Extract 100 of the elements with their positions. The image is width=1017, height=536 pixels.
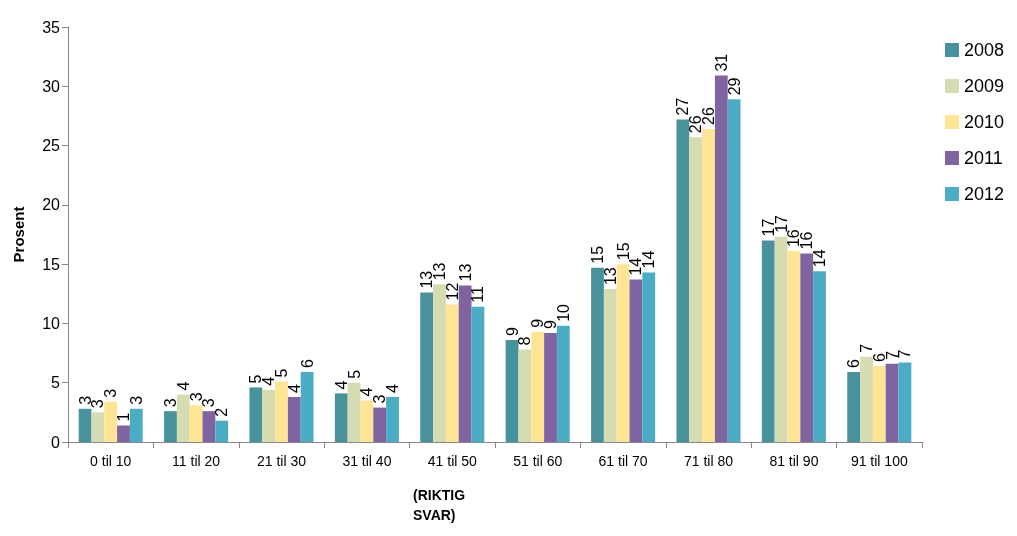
x-tick-label: 21 til 30 [256, 453, 307, 469]
data-label: 4 [174, 381, 192, 391]
x-tick-label: 71 til 80 [683, 453, 734, 469]
y-tick-label: 35 [42, 18, 61, 36]
data-label: 27 [674, 97, 692, 116]
data-label: 4 [332, 380, 350, 390]
bar [262, 389, 276, 442]
legend-label: 2012 [963, 184, 1004, 204]
bar [774, 236, 788, 442]
bar [531, 331, 545, 442]
x-tick-label: 0 til 10 [90, 453, 132, 469]
bar [761, 240, 775, 442]
bar [642, 272, 656, 442]
x-tick-label: 81 til 90 [769, 453, 819, 469]
data-label: 5 [345, 369, 363, 379]
bar [885, 363, 899, 442]
bar [347, 382, 361, 442]
legend-label: 2008 [963, 40, 1004, 60]
bar [616, 264, 630, 442]
text: (RIKTIG SVAR) [413, 487, 469, 523]
data-label: 31 [712, 53, 730, 72]
data-label: 10 [554, 303, 572, 322]
data-label: 3 [127, 395, 145, 405]
data-label: 4 [384, 383, 402, 393]
y-axis-title: Prosent [10, 206, 27, 263]
data-label: 29 [725, 77, 743, 96]
bar [702, 128, 715, 442]
x-tick-label: 41 til 50 [427, 453, 478, 469]
bar [360, 400, 374, 442]
bar [373, 407, 387, 442]
data-label: 3 [371, 394, 389, 404]
x-tick-label: 51 til 60 [513, 453, 563, 469]
y-tick-label: 20 [42, 196, 61, 214]
bar [898, 362, 912, 442]
bar [117, 425, 130, 442]
bar [629, 279, 643, 442]
y-tick-label: 25 [42, 137, 61, 155]
x-tick-label: 91 til 100 [850, 453, 908, 469]
y-tick-label: 0 [51, 433, 61, 451]
bar [445, 304, 459, 442]
bar [420, 292, 434, 442]
data-label: 6 [298, 359, 316, 369]
data-label: 11 [469, 286, 487, 303]
bar [104, 401, 118, 442]
legend-label: 2009 [963, 76, 1004, 96]
data-label: 12 [443, 282, 461, 301]
bar [300, 372, 314, 442]
bar [714, 75, 728, 442]
data-label: 8 [516, 336, 534, 346]
bar [505, 340, 519, 442]
bar [813, 271, 826, 442]
bar [518, 349, 532, 442]
data-label: 26 [700, 107, 717, 125]
data-label: 7 [857, 343, 875, 353]
bar [433, 284, 446, 442]
bar [189, 405, 203, 442]
bar [334, 393, 348, 442]
bar [215, 420, 229, 442]
bar [458, 285, 472, 442]
bar [727, 99, 741, 442]
legend-label: 2011 [963, 148, 1003, 168]
bar [386, 396, 399, 442]
bar [872, 366, 886, 442]
bar [787, 251, 801, 442]
bar [275, 381, 288, 442]
bar [164, 411, 177, 442]
bar [800, 253, 814, 442]
bar [287, 396, 301, 442]
bar [129, 408, 143, 442]
bar [689, 137, 703, 442]
data-label: 13 [601, 267, 619, 286]
x-tick-label: 31 til 40 [342, 453, 392, 469]
data-label: 6 [845, 359, 863, 369]
bar [847, 372, 861, 442]
data-label: 4 [285, 383, 303, 393]
bar [249, 387, 263, 442]
bar [676, 119, 690, 442]
bar [91, 412, 105, 442]
x-tick-label: 11 til 20 [172, 453, 221, 469]
data-label: 14 [811, 249, 829, 268]
data-label: 14 [640, 250, 658, 269]
data-label: 2 [213, 407, 231, 417]
y-tick-label: 10 [42, 314, 61, 332]
bar [603, 289, 617, 442]
bar [556, 325, 570, 442]
data-label: 15 [588, 245, 606, 264]
x-tick-label: 61 til 70 [598, 453, 648, 469]
bar [471, 306, 485, 442]
data-label: 9 [503, 327, 521, 337]
data-label: 5 [273, 368, 290, 378]
data-label: 13 [456, 263, 474, 282]
data-label: 1 [115, 412, 133, 422]
legend-label: 2010 [963, 112, 1004, 132]
bar [591, 267, 604, 442]
bar [176, 394, 190, 442]
bar [860, 356, 873, 442]
y-tick-label: 5 [51, 374, 61, 392]
data-label: 3 [161, 398, 179, 408]
data-label: 16 [798, 231, 816, 250]
bar [78, 408, 92, 442]
